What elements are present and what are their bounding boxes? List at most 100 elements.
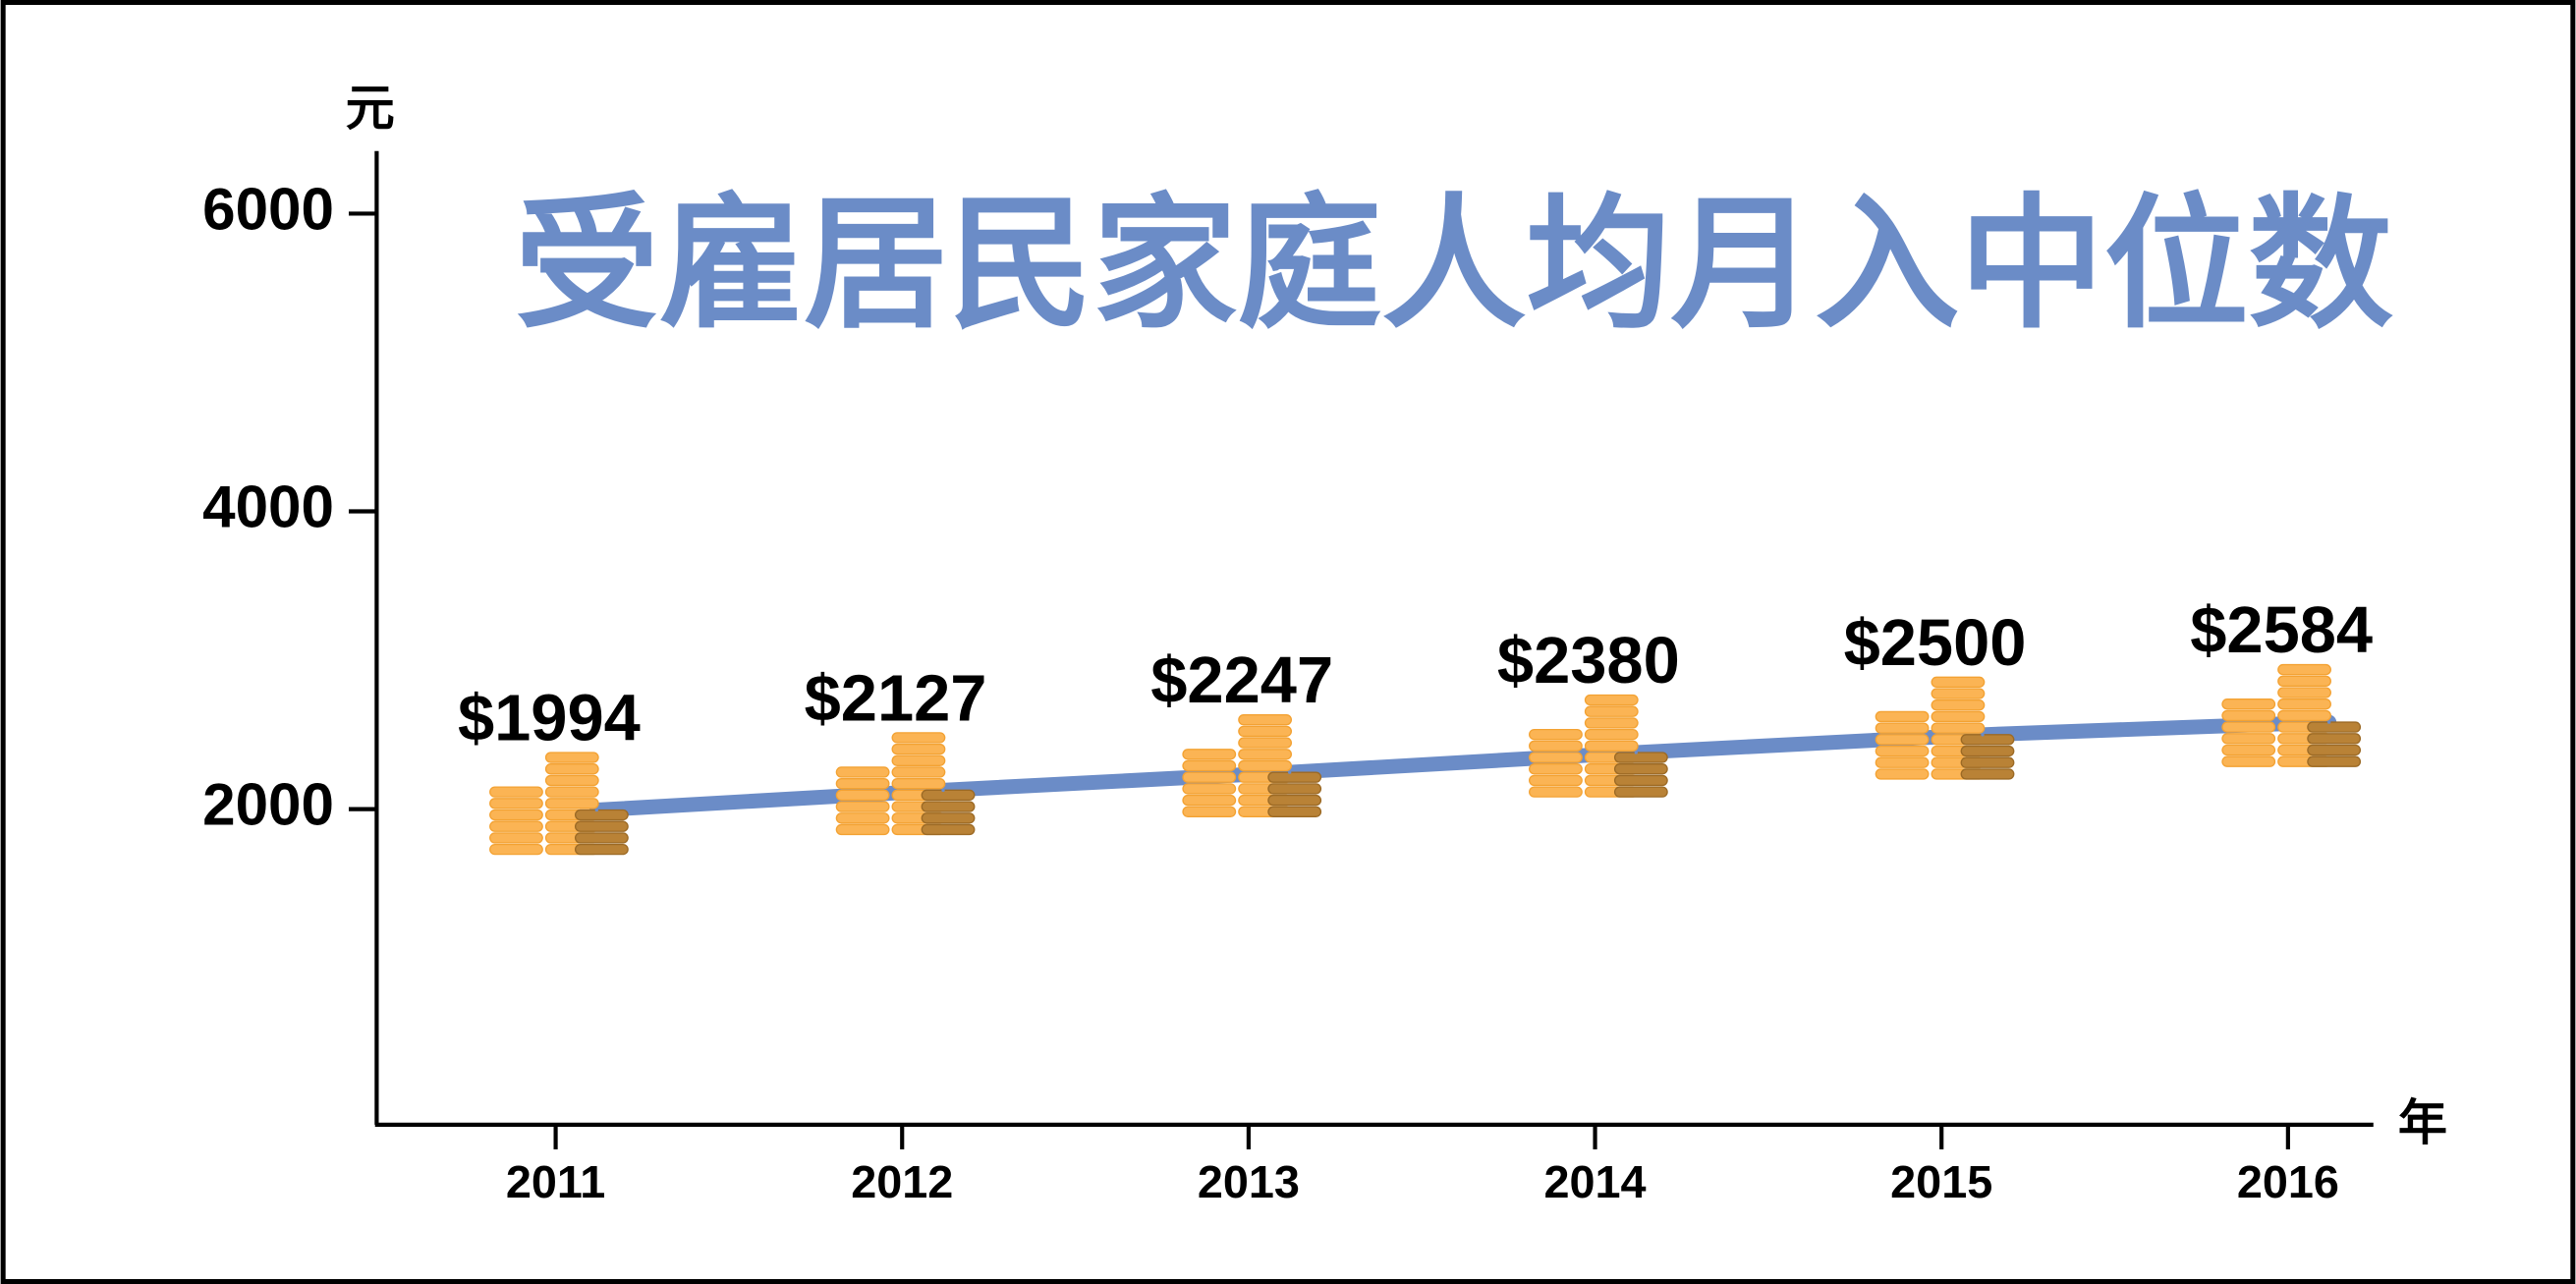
coin	[2307, 721, 2362, 733]
coin	[2277, 663, 2331, 676]
coin	[544, 752, 599, 763]
coin	[835, 789, 890, 802]
coin	[1960, 768, 2015, 780]
coin	[1182, 771, 1237, 783]
coin	[1267, 783, 1322, 795]
coin	[1529, 752, 1583, 763]
coin	[1613, 774, 1668, 787]
coin	[489, 798, 543, 809]
coin	[489, 832, 543, 844]
coin	[489, 820, 543, 832]
chart-title: 受雇居民家庭人均月入中位数	[515, 185, 2394, 346]
coin	[835, 812, 890, 824]
data-point	[594, 808, 599, 812]
data-point	[2326, 720, 2331, 724]
coin	[921, 823, 976, 836]
coin	[1931, 676, 1986, 689]
coin	[1238, 725, 1293, 738]
coin	[1960, 756, 2015, 768]
coin	[544, 763, 599, 775]
x-tick-label: 2014	[1544, 1156, 1647, 1207]
coin	[1238, 714, 1293, 726]
coin	[891, 743, 946, 755]
coin	[2221, 721, 2276, 733]
data-point	[1981, 733, 1985, 737]
coin	[1931, 722, 1986, 734]
y-tick-label: 2000	[202, 771, 334, 837]
x-tick-label: 2012	[851, 1156, 953, 1207]
x-tick-label: 2015	[1890, 1156, 1992, 1207]
coin	[1875, 745, 1930, 757]
value-label: $2500	[1844, 606, 2027, 680]
coin	[1584, 705, 1639, 717]
coin	[489, 786, 543, 798]
coin	[2221, 709, 2276, 722]
value-label: $2584	[2190, 593, 2373, 667]
y-axis-label: 元	[346, 81, 395, 136]
coin	[2277, 687, 2331, 698]
data-point	[941, 788, 945, 793]
coin	[1875, 722, 1930, 734]
coin	[835, 777, 890, 790]
coin	[1529, 774, 1583, 787]
coin	[1584, 694, 1639, 706]
coin	[1182, 759, 1237, 772]
coin	[1960, 734, 2015, 746]
coin	[921, 812, 976, 824]
coin	[1584, 728, 1639, 741]
data-point	[1288, 770, 1292, 774]
coin	[835, 801, 890, 812]
x-axis-label: 年	[2398, 1095, 2447, 1150]
coin	[1584, 717, 1639, 729]
coin	[1529, 763, 1583, 775]
coin	[574, 832, 629, 844]
coin	[489, 809, 543, 821]
coin	[1613, 763, 1668, 775]
coin	[574, 843, 629, 856]
coin	[1875, 768, 1930, 780]
coin	[574, 809, 629, 821]
coin	[1529, 740, 1583, 753]
x-tick-label: 2016	[2237, 1156, 2339, 1207]
coin	[544, 774, 599, 787]
y-tick-label: 6000	[202, 176, 334, 242]
coin	[2277, 698, 2331, 710]
coin	[835, 766, 890, 778]
value-label: $2127	[805, 661, 987, 735]
coin	[1931, 699, 1986, 711]
coin	[1238, 737, 1293, 749]
coin	[1529, 728, 1583, 741]
coin	[544, 798, 599, 809]
coin	[1182, 783, 1237, 795]
coin	[1182, 806, 1237, 817]
x-tick-label: 2013	[1198, 1156, 1300, 1207]
coin	[1182, 749, 1237, 760]
coin	[835, 823, 890, 836]
coin	[1875, 710, 1930, 723]
coin	[1267, 806, 1322, 817]
y-tick-label: 4000	[202, 474, 334, 539]
coin	[891, 732, 946, 744]
coin	[574, 820, 629, 832]
coin	[1875, 756, 1930, 768]
coin	[891, 766, 946, 778]
coin	[2277, 675, 2331, 687]
coin	[1875, 734, 1930, 746]
coin	[2307, 744, 2362, 756]
coin	[1931, 688, 1986, 699]
coin	[2221, 698, 2276, 710]
value-label: $2380	[1497, 624, 1680, 698]
coin	[891, 754, 946, 766]
coin	[2221, 733, 2276, 745]
coin	[1238, 759, 1293, 772]
coin	[2307, 755, 2362, 767]
coin	[1267, 771, 1322, 783]
coin	[1613, 752, 1668, 763]
coin	[2221, 744, 2276, 756]
coin	[1529, 786, 1583, 798]
coin	[1584, 740, 1639, 753]
coin	[2307, 733, 2362, 745]
